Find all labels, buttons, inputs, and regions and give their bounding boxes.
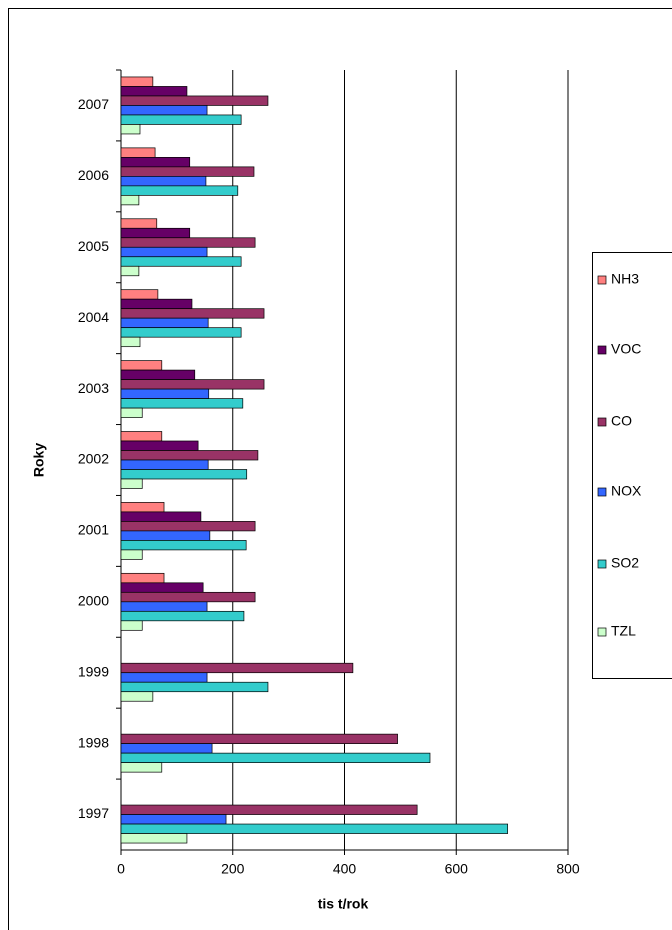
y-tick-label: 2006 bbox=[78, 167, 109, 183]
y-tick-label: 2007 bbox=[78, 96, 109, 112]
y-axis-label: Roky bbox=[31, 443, 47, 477]
bar bbox=[120, 105, 208, 116]
bar bbox=[120, 327, 242, 338]
legend-label: TZL bbox=[611, 623, 636, 639]
bar bbox=[120, 662, 354, 674]
x-tick-label: 200 bbox=[221, 861, 245, 877]
bar bbox=[120, 246, 208, 258]
bar bbox=[120, 582, 204, 593]
legend-label: VOC bbox=[611, 341, 641, 357]
bar bbox=[120, 147, 156, 158]
legend-swatch bbox=[597, 487, 607, 497]
chart-border bbox=[8, 8, 672, 930]
y-tick-label: 2004 bbox=[78, 309, 109, 325]
bar bbox=[120, 743, 213, 754]
bar bbox=[120, 407, 143, 418]
bar bbox=[120, 360, 163, 371]
bar bbox=[120, 369, 196, 380]
bar bbox=[120, 176, 207, 187]
bar bbox=[120, 610, 245, 622]
bar bbox=[120, 521, 256, 532]
bar bbox=[120, 502, 165, 513]
bar bbox=[120, 572, 165, 584]
legend-label: CO bbox=[611, 413, 632, 429]
bar bbox=[120, 478, 143, 489]
bar bbox=[120, 440, 199, 451]
bar bbox=[120, 762, 163, 773]
legend-swatch bbox=[597, 627, 607, 637]
y-tick-label: 2005 bbox=[78, 238, 109, 254]
bar bbox=[120, 95, 269, 106]
bar bbox=[120, 185, 239, 196]
bar bbox=[120, 289, 159, 300]
bar bbox=[120, 672, 208, 683]
bar bbox=[120, 76, 154, 87]
bar bbox=[120, 431, 163, 442]
bar bbox=[120, 124, 141, 135]
bar bbox=[120, 388, 210, 399]
y-tick-label: 1999 bbox=[78, 663, 109, 679]
bar bbox=[120, 195, 140, 206]
bar bbox=[120, 308, 265, 319]
bar bbox=[120, 265, 140, 277]
legend-label: NH3 bbox=[611, 271, 639, 287]
bar bbox=[120, 298, 193, 310]
bar bbox=[120, 379, 265, 390]
y-tick-label: 2000 bbox=[78, 593, 109, 609]
bar bbox=[120, 540, 247, 551]
bar bbox=[120, 218, 158, 229]
x-tick-label: 800 bbox=[556, 861, 580, 877]
legend-swatch bbox=[597, 345, 607, 355]
bar bbox=[120, 450, 259, 461]
y-tick-label: 2002 bbox=[78, 451, 109, 467]
bar bbox=[120, 227, 191, 239]
legend-swatch bbox=[597, 275, 607, 285]
bar bbox=[120, 114, 242, 125]
bar bbox=[120, 398, 244, 409]
y-tick-label: 2001 bbox=[78, 522, 109, 538]
legend-swatch bbox=[597, 559, 607, 569]
legend-label: SO2 bbox=[611, 555, 639, 571]
bar bbox=[120, 804, 418, 815]
y-tick-label: 1998 bbox=[78, 734, 109, 750]
legend-swatch bbox=[597, 417, 607, 427]
bar bbox=[120, 237, 256, 248]
bar bbox=[120, 317, 209, 329]
bar bbox=[120, 601, 208, 612]
legend-label: NOX bbox=[611, 483, 642, 499]
bar bbox=[120, 469, 248, 480]
x-tick-label: 400 bbox=[333, 861, 357, 877]
x-tick-label: 600 bbox=[445, 861, 469, 877]
bar bbox=[120, 86, 188, 97]
bar bbox=[120, 752, 431, 763]
bar bbox=[120, 691, 154, 702]
bar bbox=[120, 256, 242, 267]
bar bbox=[120, 591, 256, 603]
y-tick-label: 2003 bbox=[78, 380, 109, 396]
bar bbox=[120, 459, 209, 470]
bar bbox=[120, 681, 269, 693]
x-tick-label: 0 bbox=[117, 861, 125, 877]
bar bbox=[120, 166, 255, 177]
bar bbox=[120, 620, 143, 631]
bar bbox=[120, 530, 211, 541]
legend bbox=[592, 252, 672, 679]
bar bbox=[120, 733, 398, 744]
bar bbox=[120, 511, 202, 522]
bar bbox=[120, 549, 143, 560]
bar bbox=[120, 157, 191, 168]
y-tick-label: 1997 bbox=[78, 805, 109, 821]
x-axis-label: tis t/rok bbox=[318, 896, 369, 912]
bar bbox=[120, 823, 509, 834]
bar bbox=[120, 814, 227, 825]
bar bbox=[120, 336, 141, 348]
bar bbox=[120, 833, 188, 844]
